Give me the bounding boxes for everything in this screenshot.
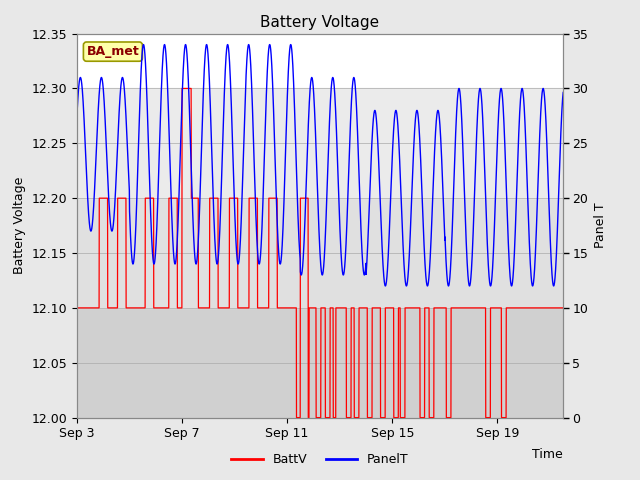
Bar [77,88,563,198]
Y-axis label: Panel T: Panel T [594,203,607,249]
Bar [77,308,563,418]
Text: BA_met: BA_met [86,45,140,58]
Bar [77,198,563,308]
Title: Battery Voltage: Battery Voltage [260,15,380,30]
Text: Time: Time [532,448,563,461]
Y-axis label: Battery Voltage: Battery Voltage [13,177,26,274]
Legend: BattV, PanelT: BattV, PanelT [227,448,413,471]
